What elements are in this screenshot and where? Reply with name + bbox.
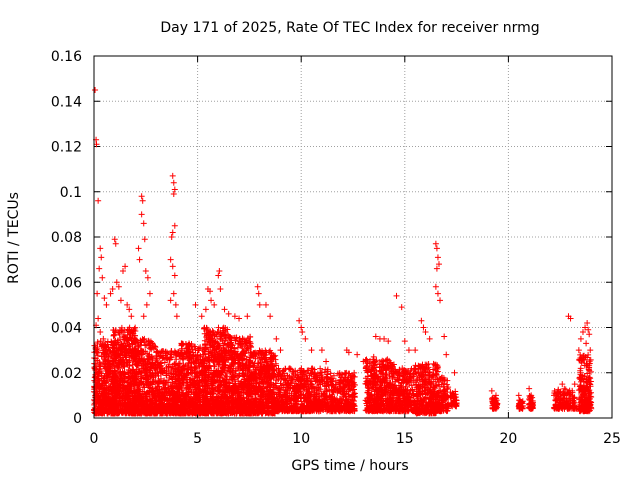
data-point <box>101 396 108 403</box>
x-tick-label: 0 <box>90 431 99 447</box>
data-point <box>100 392 107 399</box>
y-tick-label: 0.16 <box>51 49 82 65</box>
data-point <box>119 379 126 386</box>
data-point <box>94 352 101 359</box>
data-point <box>124 375 131 382</box>
data-point <box>123 356 130 363</box>
data-point <box>121 370 128 377</box>
data-point <box>126 324 133 331</box>
data-point <box>121 406 128 413</box>
data-point <box>94 370 101 377</box>
data-point <box>120 394 127 401</box>
data-point <box>115 364 122 371</box>
data-point <box>118 409 125 416</box>
data-point <box>102 357 109 364</box>
data-point <box>112 403 119 410</box>
data-point <box>98 341 105 348</box>
grid-lines <box>94 56 612 418</box>
data-point <box>102 378 109 385</box>
data-point <box>122 342 129 349</box>
data-point <box>91 409 98 416</box>
data-point <box>91 389 98 396</box>
data-point <box>112 387 119 394</box>
data-point <box>112 384 119 391</box>
y-tick-label: 0.1 <box>60 185 82 201</box>
data-point <box>104 338 111 345</box>
data-point <box>104 386 111 393</box>
data-point <box>121 349 128 356</box>
data-point <box>109 395 116 402</box>
data-point <box>98 353 105 360</box>
y-tick-label: 0.04 <box>51 321 82 337</box>
y-tick-label: 0.14 <box>51 94 82 110</box>
x-tick-label: 15 <box>396 431 414 447</box>
axis-ticks: 0 5 10 15 20 25 0 0.02 0.04 0.06 0.08 0.1 0.12 0.14 0.… <box>51 49 621 447</box>
data-point <box>103 405 110 412</box>
data-point <box>111 352 118 359</box>
data-point <box>95 407 102 414</box>
data-point <box>104 393 111 400</box>
y-axis-label: ROTI / TECUs <box>6 192 22 284</box>
data-point <box>126 400 133 407</box>
data-point <box>122 334 129 341</box>
data-point <box>115 391 122 398</box>
x-tick-label: 10 <box>292 431 310 447</box>
data-point <box>112 345 119 352</box>
data-point <box>115 329 122 336</box>
data-point <box>122 385 129 392</box>
data-point <box>93 382 100 389</box>
data-point <box>103 344 110 351</box>
x-tick-label: 25 <box>603 431 621 447</box>
data-point <box>98 401 105 408</box>
data-point <box>126 387 133 394</box>
data-point <box>111 331 118 338</box>
y-tick-label: 0.06 <box>51 275 82 291</box>
data-point <box>109 373 116 380</box>
data-point <box>117 372 124 379</box>
data-point <box>117 359 124 366</box>
data-point <box>126 382 133 389</box>
data-point <box>112 392 119 399</box>
data-point <box>105 390 112 397</box>
data-point <box>92 374 99 381</box>
x-tick-label: 20 <box>499 431 517 447</box>
y-tick-label: 0.12 <box>51 140 82 156</box>
chart-title: Day 171 of 2025, Rate Of TEC Index for r… <box>160 20 539 36</box>
x-axis-label: GPS time / hours <box>291 458 408 474</box>
data-point <box>125 375 132 382</box>
data-point <box>114 380 121 387</box>
data-point <box>117 351 124 358</box>
data-point <box>100 347 107 354</box>
data-point <box>96 384 103 391</box>
data-point <box>178 345 185 352</box>
data-point <box>97 361 104 368</box>
data-point <box>123 392 130 399</box>
data-point <box>110 327 117 334</box>
data-point <box>96 366 103 373</box>
data-point <box>104 410 111 417</box>
data-point <box>129 332 136 339</box>
data-point <box>116 330 123 337</box>
data-point <box>118 327 125 334</box>
data-point <box>104 367 111 374</box>
data-point <box>94 396 101 403</box>
y-tick-label: 0.08 <box>51 230 82 246</box>
y-tick-label: 0 <box>73 411 82 427</box>
data-point <box>98 378 105 385</box>
data-point <box>105 398 112 405</box>
data-point <box>118 341 125 348</box>
data-point <box>114 337 121 344</box>
x-tick-label: 5 <box>193 431 202 447</box>
data-point <box>119 362 126 369</box>
data-point <box>105 353 112 360</box>
data-point <box>101 389 108 396</box>
y-tick-label: 0.02 <box>51 366 82 382</box>
data-point <box>94 339 101 346</box>
data-point <box>118 397 125 404</box>
data-point <box>101 373 108 380</box>
data-points <box>91 86 595 417</box>
